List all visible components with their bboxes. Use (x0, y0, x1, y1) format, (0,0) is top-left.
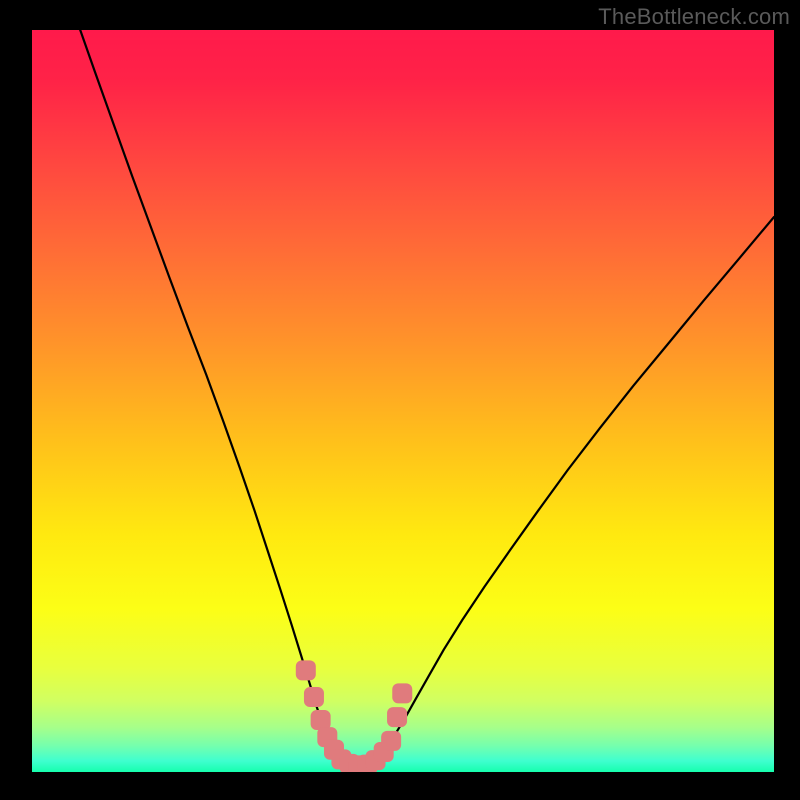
bottleneck-chart (32, 30, 774, 772)
highlight-marker (296, 660, 316, 680)
highlight-marker (311, 710, 331, 730)
chart-background (32, 30, 774, 772)
highlight-marker (304, 687, 324, 707)
highlight-marker (387, 707, 407, 727)
chart-svg (32, 30, 774, 772)
highlight-marker (381, 731, 401, 751)
highlight-marker (392, 683, 412, 703)
watermark-label: TheBottleneck.com (598, 4, 790, 30)
stage: TheBottleneck.com (0, 0, 800, 800)
